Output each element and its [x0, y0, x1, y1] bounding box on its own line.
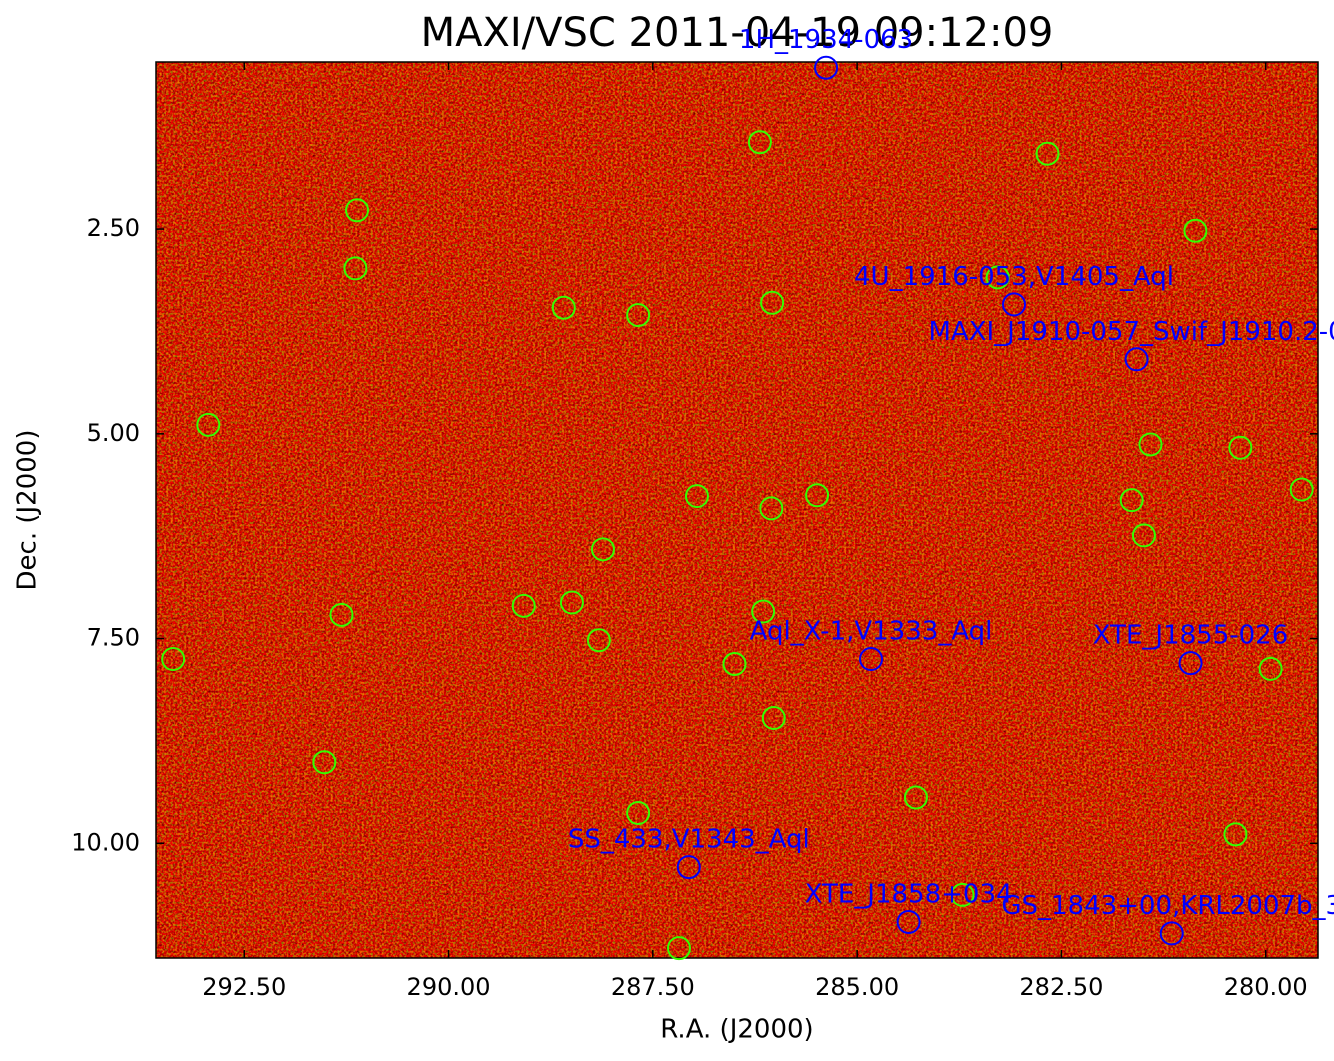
- source-marker: [1159, 921, 1184, 946]
- source-marker: [511, 593, 536, 618]
- y-axis-label: Dec. (J2000): [13, 430, 43, 591]
- source-label: 1H_1934-063: [739, 25, 913, 55]
- source-marker: [626, 303, 651, 328]
- source-marker: [684, 484, 709, 509]
- y-tick-label: 2.50: [87, 214, 140, 242]
- image-noise: [156, 62, 1318, 958]
- source-label: XTE_J1858+034: [805, 879, 1013, 909]
- source-label: 4U_1916-053,V1405_Aql: [854, 262, 1174, 292]
- source-marker: [722, 651, 747, 676]
- x-axis-label: R.A. (J2000): [660, 1015, 813, 1045]
- x-tick-label: 290.00: [407, 973, 491, 1001]
- source-marker: [1183, 218, 1208, 243]
- source-marker: [1119, 488, 1144, 513]
- source-marker: [1178, 651, 1203, 676]
- source-marker: [760, 290, 785, 315]
- y-tick-label: 7.50: [87, 624, 140, 652]
- source-marker: [761, 706, 786, 731]
- marks: 1H_1934-063 4U_1916-053,V1405_Aql MAXI_J19…: [161, 25, 1334, 961]
- source-marker: [345, 198, 370, 223]
- source-marker: [950, 882, 975, 907]
- source-marker: [1289, 477, 1314, 502]
- source-label: SS_433,V1343_Aql: [568, 825, 810, 855]
- source-marker: [590, 537, 615, 562]
- source-marker: [559, 590, 584, 615]
- source-marker: [676, 855, 701, 880]
- source-marker: [751, 599, 776, 624]
- source-marker: [859, 647, 884, 672]
- source-marker: [747, 130, 772, 155]
- source-marker: [196, 412, 221, 437]
- source-marker: [626, 801, 651, 826]
- x-tick-label: 285.00: [815, 973, 899, 1001]
- source-marker: [343, 256, 368, 281]
- source-marker: [985, 265, 1010, 290]
- source-marker: [903, 785, 928, 810]
- source-marker: [1124, 347, 1149, 372]
- source-marker: [551, 295, 576, 320]
- x-tick-label: 282.50: [1019, 973, 1103, 1001]
- source-marker: [586, 628, 611, 653]
- y-tick-label: 5.00: [87, 419, 140, 447]
- source-marker: [666, 936, 691, 961]
- x-tick-label: 292.50: [202, 973, 286, 1001]
- source-marker: [1223, 822, 1248, 847]
- source-marker: [805, 483, 830, 508]
- source-marker: [329, 602, 354, 627]
- source-marker: [312, 750, 337, 775]
- x-tick-label: 287.50: [611, 973, 695, 1001]
- source-label: GS_1843+00,KRL2007b_3: [1001, 891, 1334, 921]
- source-marker: [1138, 432, 1163, 457]
- source-label: Aql_X-1,V1333_Aql: [750, 617, 993, 647]
- source-marker: [1228, 435, 1253, 460]
- source-marker: [1258, 656, 1283, 681]
- source-label: MAXI_J1910-057_Swif_J1910.2-0: [928, 317, 1334, 347]
- source-marker: [1131, 523, 1156, 548]
- source-label: XTE_J1855-026: [1093, 621, 1289, 651]
- source-marker: [161, 647, 186, 672]
- y-tick-label: 10.00: [71, 828, 140, 856]
- x-tick-label: 280.00: [1224, 973, 1308, 1001]
- source-marker: [759, 496, 784, 521]
- source-marker: [896, 909, 921, 934]
- chart-title: MAXI/VSC 2011-04-19 09:12:09: [421, 10, 1054, 56]
- source-marker: [814, 55, 839, 80]
- source-marker: [1002, 292, 1027, 317]
- source-marker: [1035, 141, 1060, 166]
- plot-frame: [155, 61, 1319, 959]
